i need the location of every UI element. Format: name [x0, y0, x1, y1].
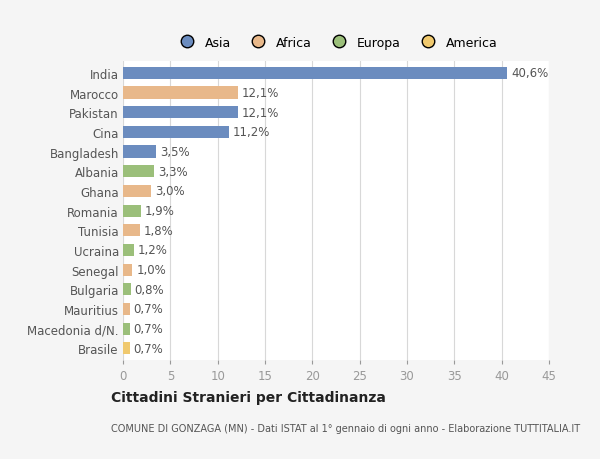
Text: 1,8%: 1,8%: [144, 224, 173, 237]
Text: 12,1%: 12,1%: [241, 87, 279, 100]
Text: 3,0%: 3,0%: [155, 185, 185, 198]
Bar: [123, 166, 154, 178]
Bar: [123, 225, 140, 237]
Text: 12,1%: 12,1%: [241, 106, 279, 119]
Text: COMUNE DI GONZAGA (MN) - Dati ISTAT al 1° gennaio di ogni anno - Elaborazione TU: COMUNE DI GONZAGA (MN) - Dati ISTAT al 1…: [111, 424, 580, 433]
Bar: [123, 205, 141, 217]
Bar: [123, 67, 508, 80]
Bar: [123, 87, 238, 100]
Text: 0,7%: 0,7%: [133, 342, 163, 355]
Bar: [123, 323, 130, 335]
Bar: [123, 264, 133, 276]
Text: 11,2%: 11,2%: [233, 126, 270, 139]
Text: 0,7%: 0,7%: [133, 322, 163, 336]
Bar: [123, 303, 130, 315]
Text: 40,6%: 40,6%: [511, 67, 548, 80]
Bar: [123, 107, 238, 119]
Text: 1,0%: 1,0%: [136, 263, 166, 276]
Bar: [123, 127, 229, 139]
Bar: [123, 342, 130, 355]
Bar: [123, 244, 134, 257]
Text: 3,5%: 3,5%: [160, 146, 190, 159]
Text: 0,8%: 0,8%: [134, 283, 164, 296]
Bar: [123, 284, 131, 296]
Text: 0,7%: 0,7%: [133, 303, 163, 316]
Bar: [123, 185, 151, 197]
Text: Cittadini Stranieri per Cittadinanza: Cittadini Stranieri per Cittadinanza: [111, 391, 386, 405]
Text: 3,3%: 3,3%: [158, 165, 188, 179]
Text: 1,2%: 1,2%: [138, 244, 168, 257]
Bar: [123, 146, 156, 158]
Legend: Asia, Africa, Europa, America: Asia, Africa, Europa, America: [175, 37, 497, 50]
Text: 1,9%: 1,9%: [145, 205, 175, 218]
